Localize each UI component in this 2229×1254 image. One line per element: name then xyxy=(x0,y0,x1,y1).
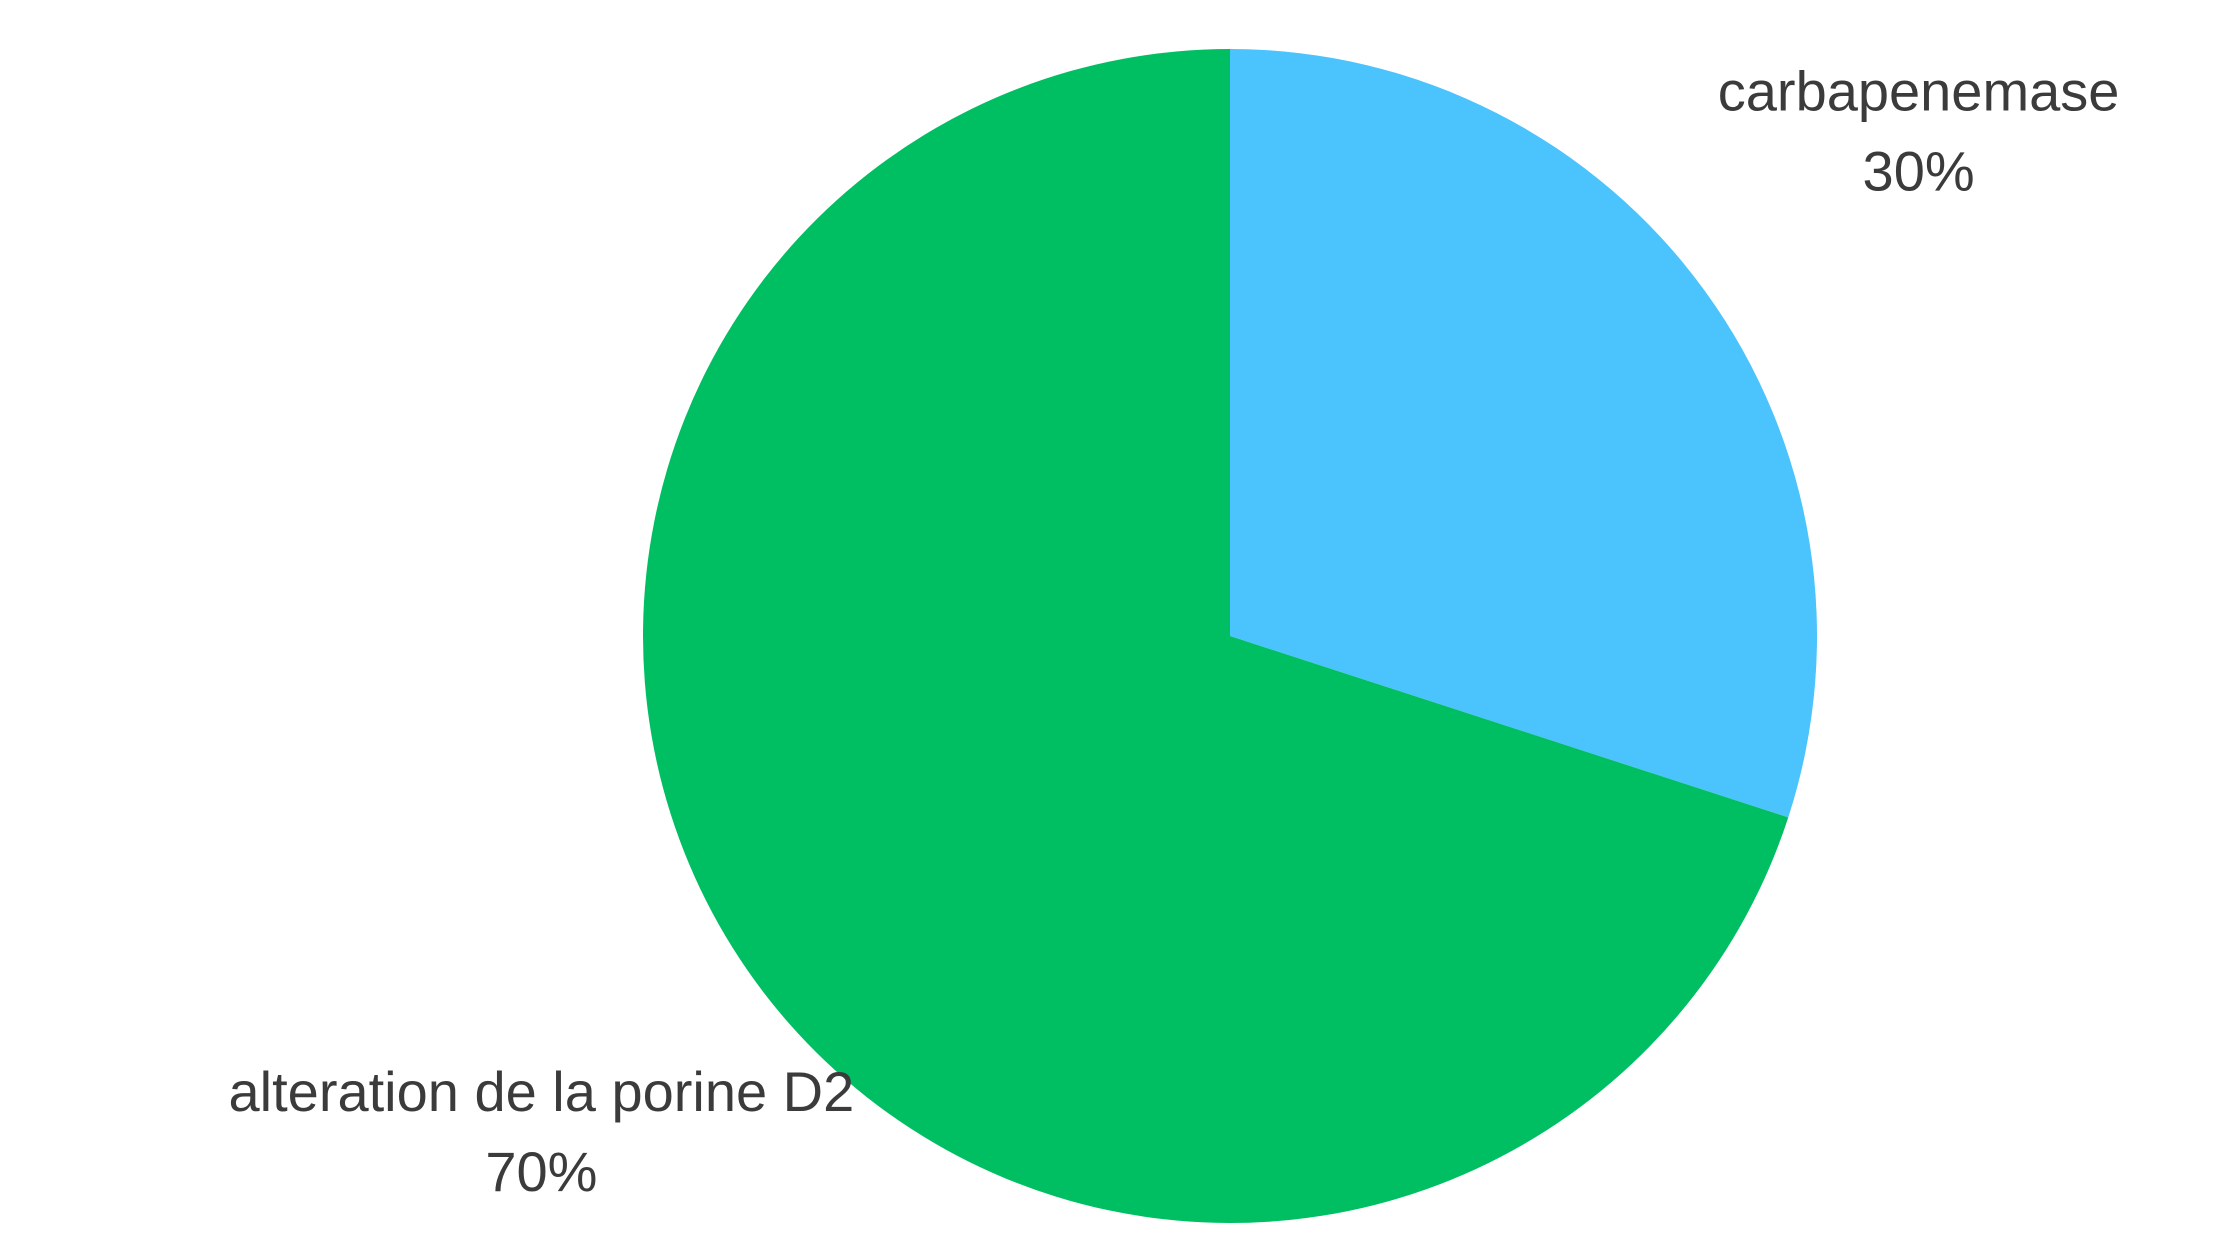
slice-label: carbapenemase xyxy=(1718,60,2120,123)
pie-slice xyxy=(1230,49,1817,818)
slice-value-label: 30% xyxy=(1863,140,1975,203)
slice-value-label: 70% xyxy=(485,1140,597,1203)
slice-label: alteration de la porine D2 xyxy=(229,1060,855,1123)
pie-slice xyxy=(643,49,1789,1224)
